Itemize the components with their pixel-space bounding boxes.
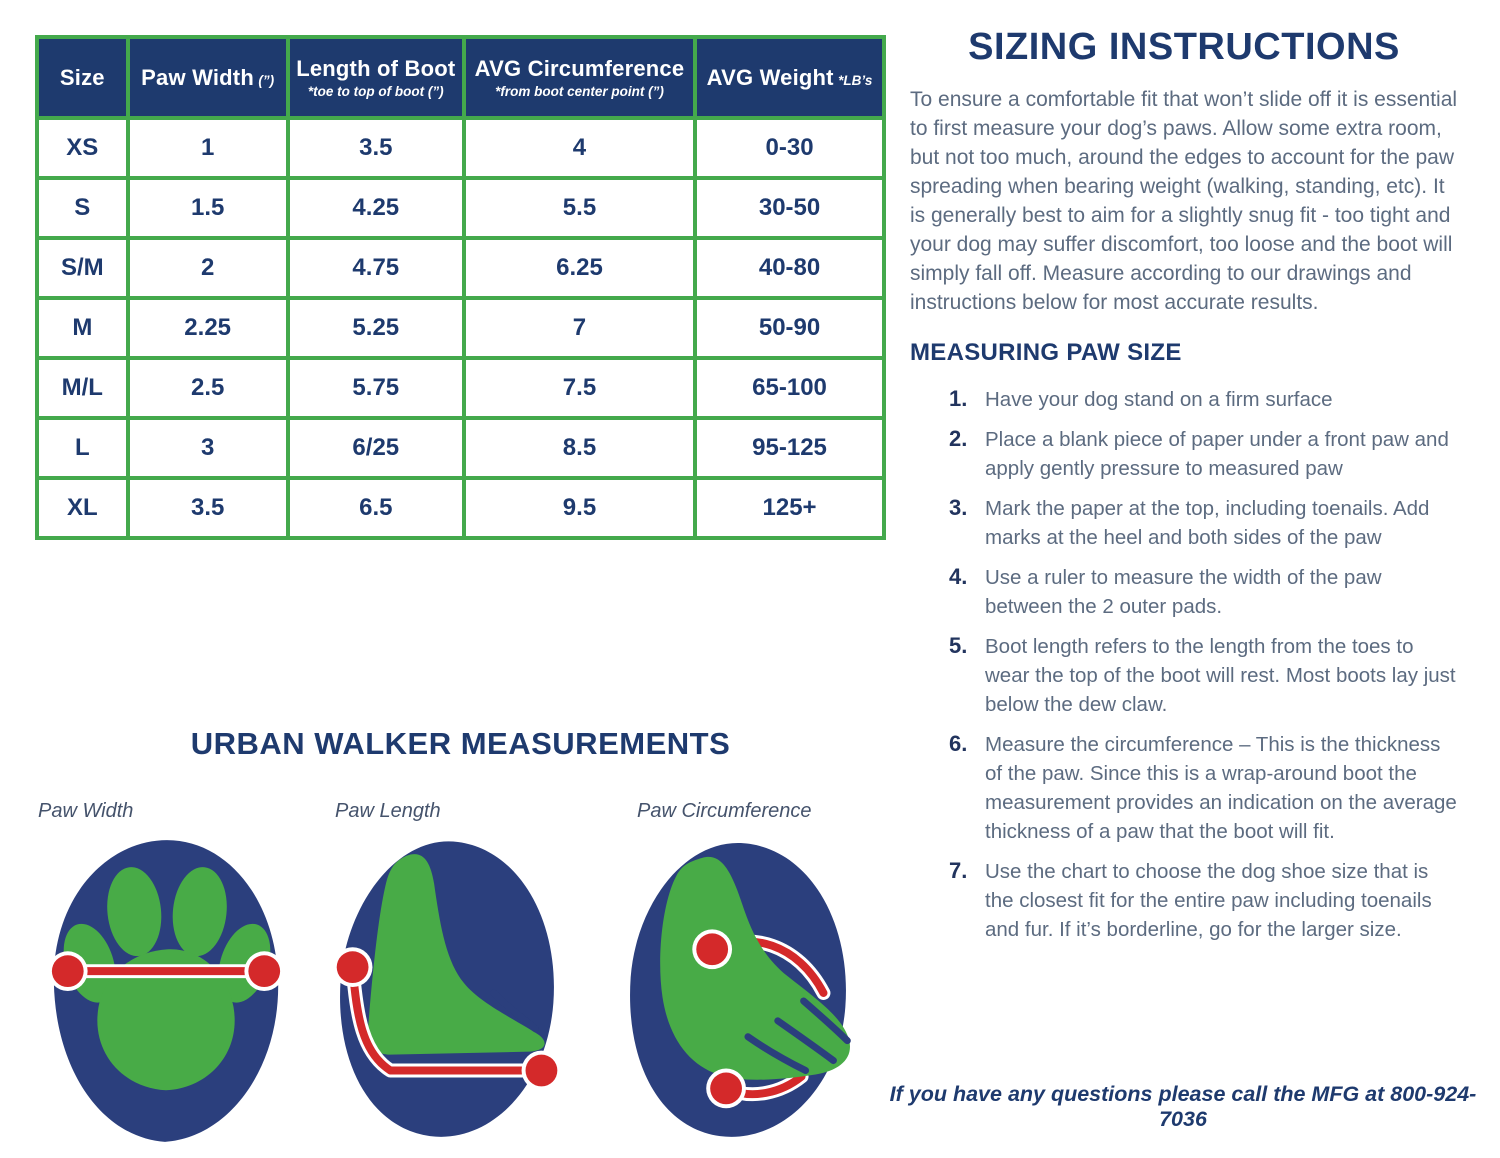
col-header-size: Size xyxy=(35,35,130,120)
paw-circumference-label: Paw Circumference xyxy=(637,800,812,822)
cell-weight: 125+ xyxy=(693,476,886,540)
step-7-number: 7. xyxy=(949,858,968,883)
dew-claw-notch xyxy=(490,989,539,1033)
step-5-text: Boot length refers to the length from th… xyxy=(985,635,1456,716)
cell-paw-width: 2.25 xyxy=(125,296,290,360)
footer-contact-note: If you have any questions please call th… xyxy=(889,1082,1477,1131)
cell-boot-length: 5.75 xyxy=(285,356,466,420)
cell-weight: 65-100 xyxy=(693,356,886,420)
step-2: 2. Place a blank piece of paper under a f… xyxy=(949,425,1460,483)
cell-paw-width: 1 xyxy=(125,116,290,180)
cell-circumference: 7.5 xyxy=(461,356,698,420)
cell-boot-length: 4.75 xyxy=(285,236,466,300)
paw-length-label: Paw Length xyxy=(335,800,441,822)
sizing-instructions-title: SIZING INSTRUCTIONS xyxy=(968,26,1400,68)
toe-separation-lines xyxy=(744,997,851,1074)
measuring-paw-size-title: MEASURING PAW SIZE xyxy=(910,339,1182,366)
step-1-text: Have your dog stand on a firm surface xyxy=(985,388,1333,411)
size-table: Size Paw Width (”) Length of Boot *toe to… xyxy=(35,35,886,540)
cell-paw-width: 1.5 xyxy=(125,176,290,240)
cell-weight: 95-125 xyxy=(693,416,886,480)
cell-circumference: 7 xyxy=(461,296,698,360)
cell-circumference: 9.5 xyxy=(461,476,698,540)
cell-size: XS xyxy=(35,116,130,180)
table-row-s: S 1.5 4.25 5.5 30-50 xyxy=(35,176,886,240)
table-row-sm: S/M 2 4.75 6.25 40-80 xyxy=(35,236,886,300)
table-row-ml: M/L 2.5 5.75 7.5 65-100 xyxy=(35,356,886,420)
step-5: 5. Boot length refers to the length from … xyxy=(949,632,1460,719)
step-4-number: 4. xyxy=(949,564,968,589)
measuring-steps-list: 1. Have your dog stand on a firm surface … xyxy=(908,385,1460,944)
cell-size: M xyxy=(35,296,130,360)
table-row-m: M 2.25 5.25 7 50-90 xyxy=(35,296,886,360)
sizing-instructions-panel: SIZING INSTRUCTIONS To ensure a comforta… xyxy=(908,26,1460,955)
cell-paw-width: 3 xyxy=(125,416,290,480)
paw-width-art xyxy=(47,840,285,1142)
step-4: 4. Use a ruler to measure the width of th… xyxy=(949,563,1460,621)
cell-circumference: 4 xyxy=(461,116,698,180)
cell-size: L xyxy=(35,416,130,480)
col-header-boot-length: Length of Boot *toe to top of boot (”) xyxy=(285,35,466,120)
paw-length-art xyxy=(332,841,562,1137)
table-row-xl: XL 3.5 6.5 9.5 125+ xyxy=(35,476,886,540)
cell-size: S xyxy=(35,176,130,240)
table-header-row: Size Paw Width (”) Length of Boot *toe to… xyxy=(35,35,886,120)
cell-boot-length: 3.5 xyxy=(285,116,466,180)
paw-width-label: Paw Width xyxy=(38,800,134,822)
sizing-intro-text: To ensure a comfortable fit that won’t s… xyxy=(910,88,1458,314)
step-1: 1. Have your dog stand on a firm surface xyxy=(949,385,1460,414)
cell-circumference: 8.5 xyxy=(461,416,698,480)
step-3-text: Mark the paper at the top, including toe… xyxy=(985,497,1430,549)
cell-boot-length: 5.25 xyxy=(285,296,466,360)
paw-length-diagram: Paw Length xyxy=(310,800,592,1154)
paw-circumference-art xyxy=(630,842,851,1137)
step-2-text: Place a blank piece of paper under a fro… xyxy=(985,428,1449,480)
cell-size: S/M xyxy=(35,236,130,300)
cell-circumference: 6.25 xyxy=(461,236,698,300)
step-7: 7. Use the chart to choose the dog shoe s… xyxy=(949,857,1460,944)
step-3: 3. Mark the paper at the top, including t… xyxy=(949,494,1460,552)
cell-paw-width: 2.5 xyxy=(125,356,290,420)
cell-weight: 0-30 xyxy=(693,116,886,180)
paw-print xyxy=(63,867,271,1091)
col-header-weight: AVG Weight *LB’s xyxy=(693,35,886,120)
cell-paw-width: 3.5 xyxy=(125,476,290,540)
step-6-text: Measure the circumference – This is the … xyxy=(985,733,1457,843)
cell-boot-length: 4.25 xyxy=(285,176,466,240)
paw-circumference-diagram: Paw Circumference xyxy=(600,800,882,1154)
cell-size: M/L xyxy=(35,356,130,420)
step-6: 6. Measure the circumference – This is th… xyxy=(949,730,1460,846)
cell-weight: 50-90 xyxy=(693,296,886,360)
cell-boot-length: 6.5 xyxy=(285,476,466,540)
size-table-grid: Size Paw Width (”) Length of Boot *toe to… xyxy=(35,35,886,540)
step-2-number: 2. xyxy=(949,426,968,451)
cell-circumference: 5.5 xyxy=(461,176,698,240)
paw-side-profile xyxy=(368,854,545,1055)
col-header-circumference: AVG Circumference *from boot center point… xyxy=(461,35,698,120)
cell-size: XL xyxy=(35,476,130,540)
step-7-text: Use the chart to choose the dog shoe siz… xyxy=(985,860,1432,941)
step-6-number: 6. xyxy=(949,731,968,756)
table-row-xs: XS 1 3.5 4 0-30 xyxy=(35,116,886,180)
col-header-paw-width: Paw Width (”) xyxy=(125,35,290,120)
table-row-l: L 3 6/25 8.5 95-125 xyxy=(35,416,886,480)
cell-weight: 30-50 xyxy=(693,176,886,240)
step-5-number: 5. xyxy=(949,633,968,658)
step-4-text: Use a ruler to measure the width of the … xyxy=(985,566,1382,618)
paw-top-profile xyxy=(660,856,850,1080)
measurements-title: URBAN WALKER MEASUREMENTS xyxy=(190,726,731,761)
paw-width-diagram: Paw Width xyxy=(38,800,300,1150)
width-measure-line xyxy=(47,951,285,991)
step-1-number: 1. xyxy=(949,386,968,411)
cell-weight: 40-80 xyxy=(693,236,886,300)
cell-paw-width: 2 xyxy=(125,236,290,300)
step-3-number: 3. xyxy=(949,495,968,520)
cell-boot-length: 6/25 xyxy=(285,416,466,480)
